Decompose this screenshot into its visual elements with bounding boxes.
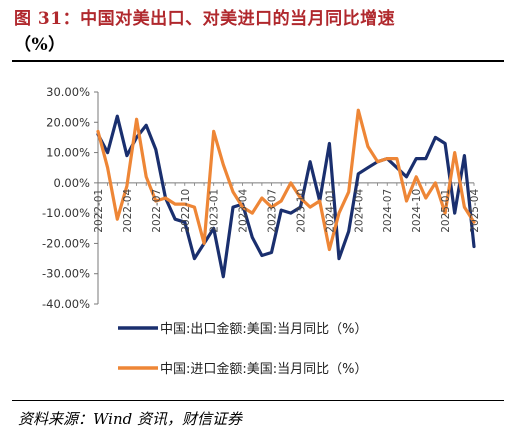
x-tick-label: 2022-10: [180, 189, 192, 233]
x-tick-label: 2025-04: [469, 189, 481, 233]
x-tick-label: 2023-01: [209, 189, 221, 233]
x-tick-label: 2023-10: [295, 189, 307, 233]
y-tick-label: -10.00%: [42, 206, 90, 220]
figure-title: 图 31：中国对美出口、对美进口的当月同比增速 （%）: [14, 6, 504, 58]
y-tick-label: 30.00%: [46, 85, 90, 99]
y-tick-label: 10.00%: [46, 146, 90, 160]
x-tick-label: 2022-01: [93, 189, 105, 233]
legend-label-export: 中国:出口金额:美国:当月同比（%）: [160, 321, 368, 337]
series-lines: [96, 108, 476, 279]
legend-label-import: 中国:进口金额:美国:当月同比（%）: [160, 361, 368, 377]
y-tick-label: -30.00%: [42, 267, 90, 281]
top-rule: [12, 60, 504, 62]
import-series-line: [96, 108, 476, 252]
x-tick-label: 2025-01: [440, 189, 452, 233]
x-tick-labels: 2022-01 2022-04 2022-07 2022-10 2023-01 2023-…: [93, 189, 481, 233]
source-note: 资料来源：Wind 资讯，财信证券: [18, 410, 242, 428]
unit-label: （%）: [14, 35, 66, 55]
line-chart: 30.00% 20.00% 10.00% 0.00% -10.00% -20.00% -30…: [42, 85, 481, 377]
x-tick-label: 2023-04: [238, 189, 250, 233]
x-tick-label: 2024-07: [382, 189, 394, 233]
y-tick-label: 20.00%: [46, 115, 90, 129]
y-tick-label: 0.00%: [53, 176, 90, 190]
x-tick-label: 2022-04: [122, 189, 134, 233]
export-series-line: [96, 114, 476, 279]
x-tick-label: 2024-04: [353, 189, 365, 233]
y-tick-label: -40.00%: [42, 297, 90, 311]
x-tick-label: 2022-07: [151, 189, 163, 233]
y-tick-label: -20.00%: [42, 236, 90, 250]
x-tick-label: 2023-07: [267, 189, 279, 233]
title-text: 图 31：中国对美出口、对美进口的当月同比增速: [14, 9, 396, 29]
bottom-rule: [12, 400, 504, 401]
chart-legend: 中国:出口金额:美国:当月同比（%） 中国:进口金额:美国:当月同比（%）: [118, 321, 368, 377]
x-tick-label: 2024-01: [324, 189, 336, 233]
x-tick-label: 2024-10: [411, 189, 423, 233]
chart-axes: 30.00% 20.00% 10.00% 0.00% -10.00% -20.00% -30…: [42, 85, 475, 311]
